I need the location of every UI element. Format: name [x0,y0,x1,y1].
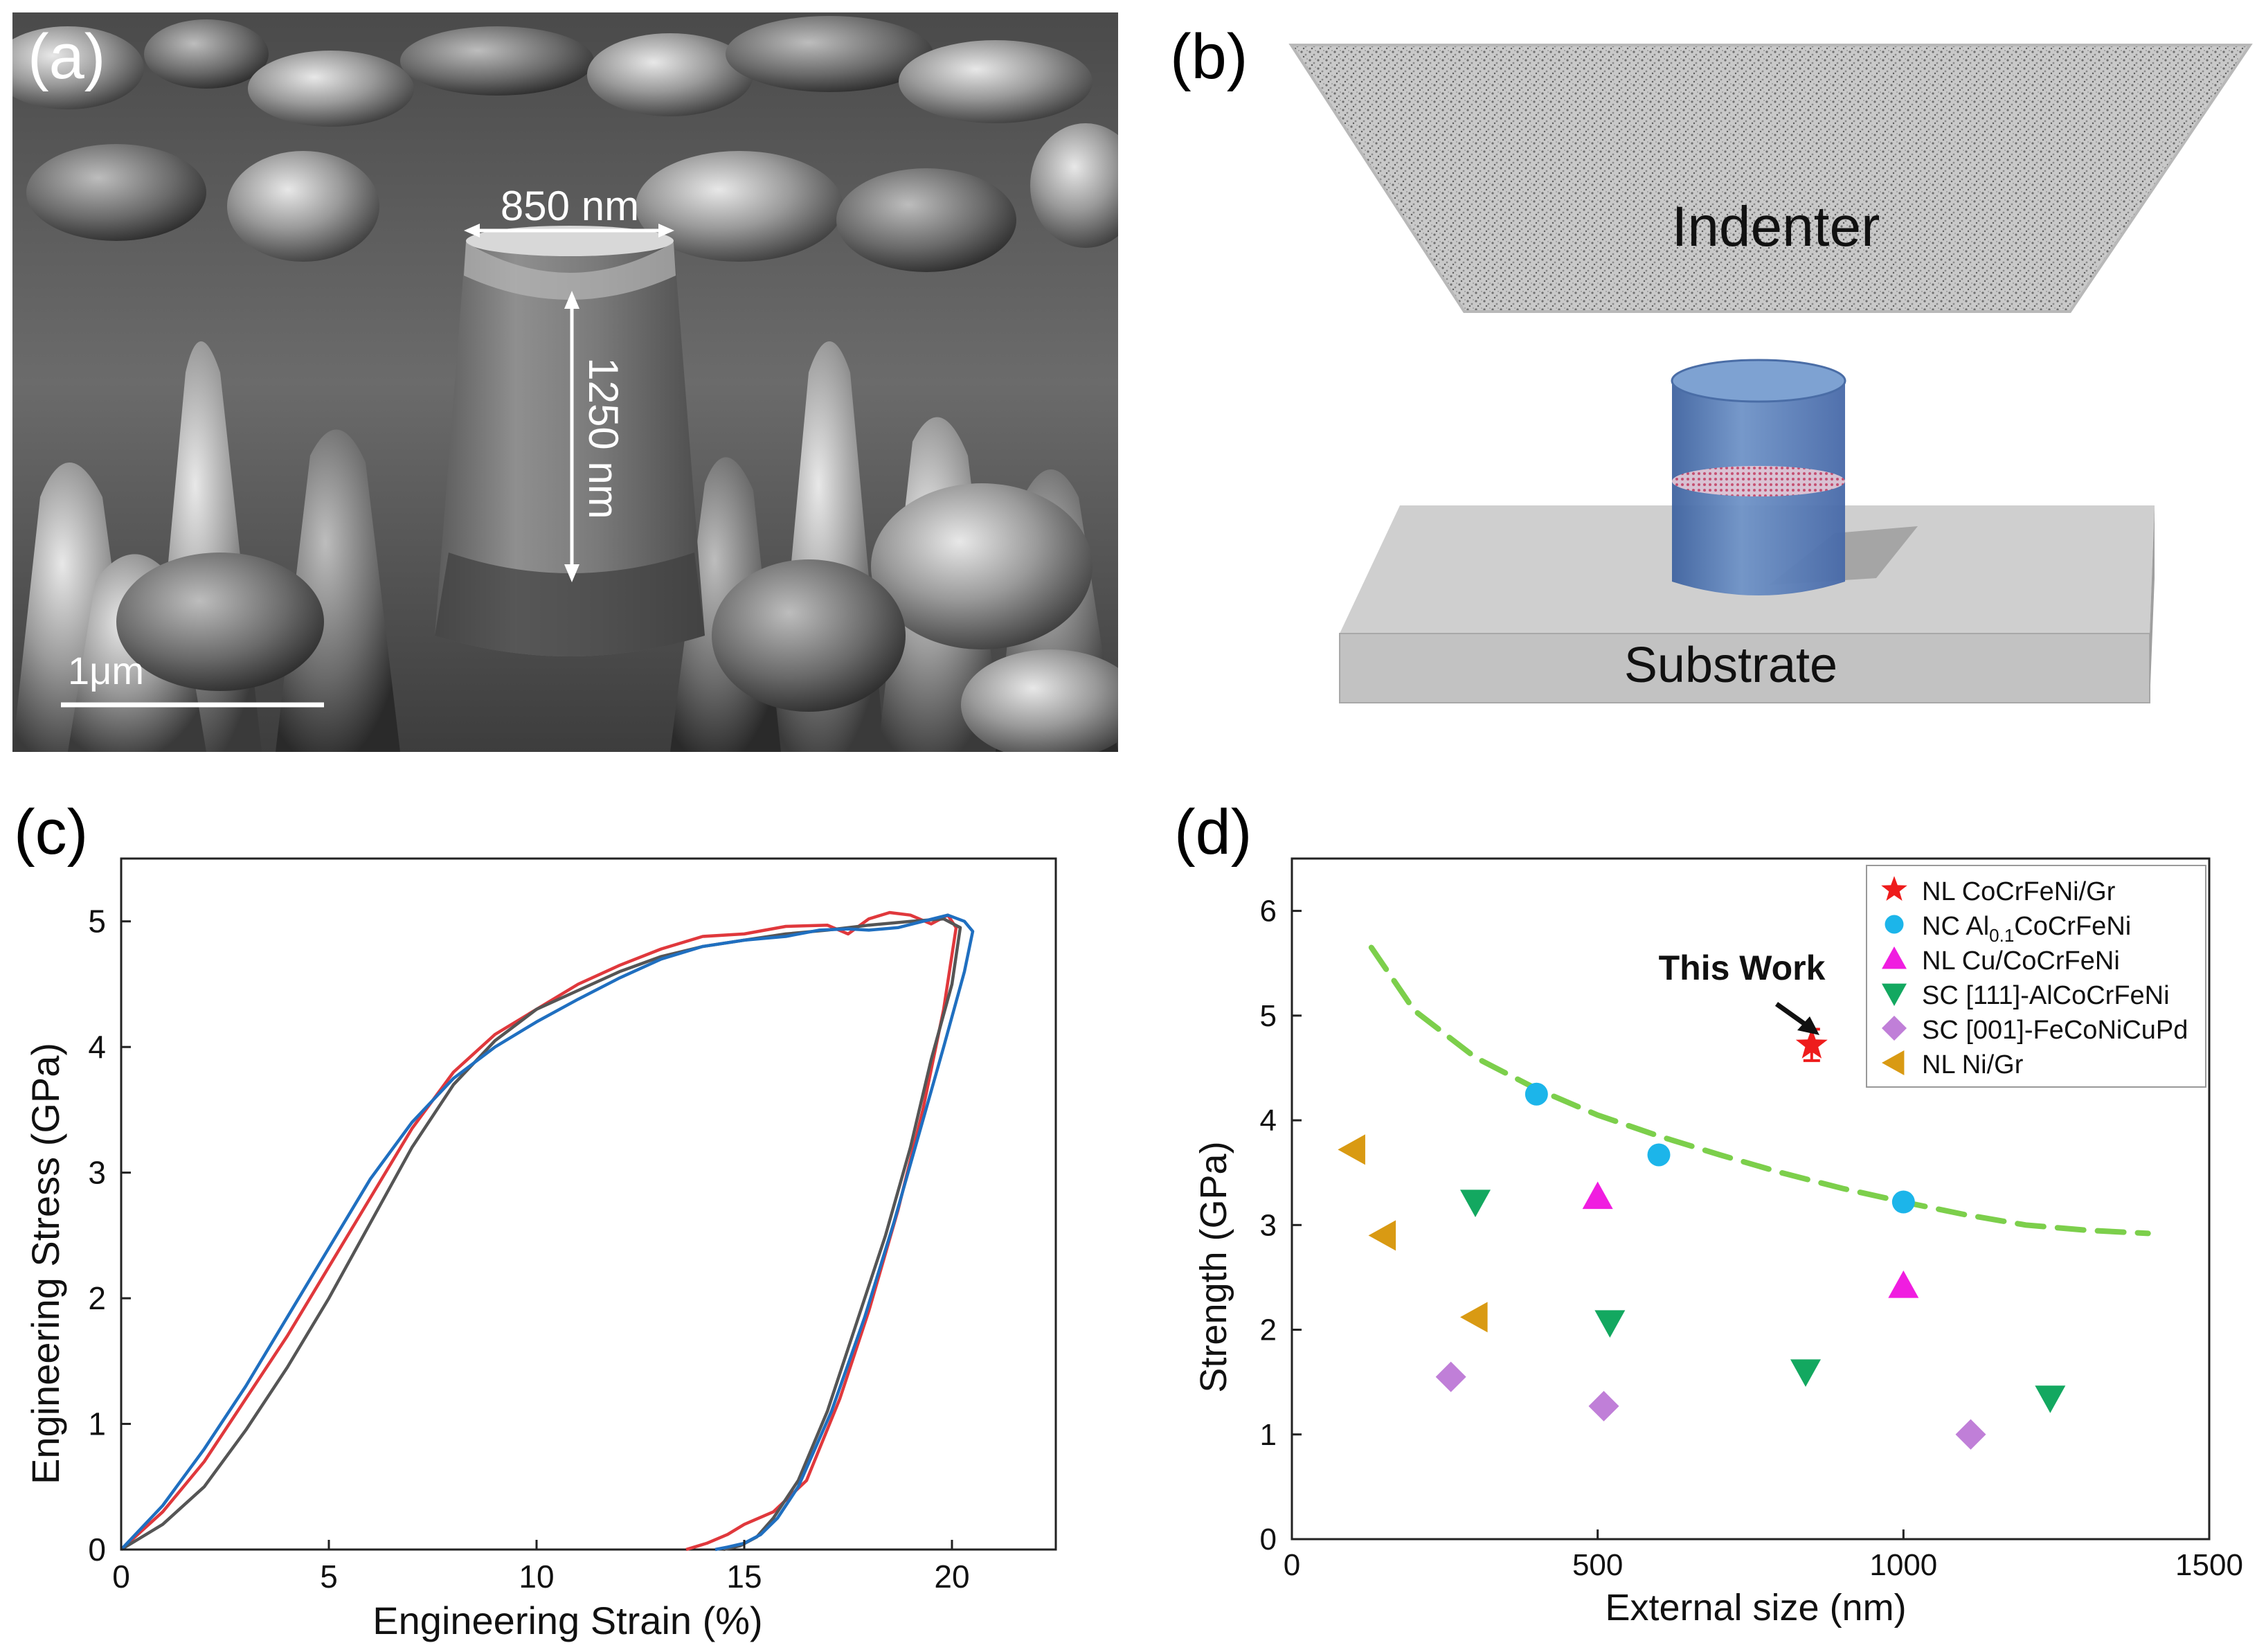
chart-d-legend-marker [1885,915,1904,934]
chart-d-ytick-label: 2 [1260,1313,1277,1347]
chart-d-point-triangle-up [1888,1271,1919,1298]
graphene-layer [1672,466,1845,496]
chart-d-ytick-label: 6 [1260,895,1277,928]
chart-d-point-circle [1525,1082,1548,1106]
chart-d-ytick-label: 4 [1260,1104,1277,1138]
chart-d-legend-marker [1881,876,1907,901]
chart-c-xtick-label: 0 [112,1559,130,1595]
chart-d-xtick-label: 1000 [1869,1548,1937,1582]
chart-d-point-star [1795,1028,1828,1059]
panel-d-label: (d) [1174,797,1252,868]
chart-d-point-triangle-left [1460,1302,1488,1333]
chart-d-frame [1291,857,2211,1541]
chart-c-ytick-label: 0 [88,1532,106,1568]
chart-d-ytick-label: 1 [1260,1418,1277,1452]
chart-d-xtick-label: 500 [1572,1548,1623,1582]
chart-c-xtick-label: 15 [726,1559,762,1595]
chart-c-ytick-label: 3 [88,1155,106,1191]
chart-d-point-diamond [1588,1390,1619,1421]
chart-c-ytick-label: 1 [88,1406,106,1442]
chart-d-point-triangle-up [1582,1181,1613,1210]
this-work-arrowhead [1797,1016,1819,1035]
chart-d-legend-marker [1882,983,1907,1006]
chart-c-xtick-label: 20 [934,1559,969,1595]
chart-c-ylabel: Engineering Stress (GPa) [24,1043,67,1484]
chart-c-xtick-label: 10 [519,1559,554,1595]
chart-d-ytick-label: 0 [1260,1523,1277,1556]
chart-d-legend-label: NL CoCrFeNi/Gr [1922,877,2116,906]
chart-c-frame [120,857,1057,1551]
chart-d-legend-label: NL Ni/Gr [1922,1050,2024,1079]
chart-d-legend-marker [1882,1016,1907,1041]
panel-b-label: (b) [1170,21,1248,92]
chart-d-trend-line [1368,944,2151,1237]
indenter-shape [1288,44,2253,313]
this-work-annotation: This Work [1659,949,1826,987]
chart-c-series-line-3 [120,913,975,1552]
chart-d-point-triangle-down [1790,1359,1821,1388]
chart-d-legend-label: NL Cu/CoCrFeNi [1922,946,2120,976]
chart-d-point-circle [1891,1190,1915,1214]
chart-d-ytick-label: 3 [1260,1208,1277,1242]
chart-d-ylabel: Strength (GPa) [1193,1141,1234,1392]
width-label: 850 nm [501,183,639,229]
chart-c-ytick-label: 5 [88,904,106,940]
chart-d-point-triangle-left [1338,1134,1365,1165]
stress-strain-chart: 0 5 10 15 20 0 1 2 3 4 5 Engineering Strain (%) En… [24,857,1057,1642]
chart-d-ytick-label: 5 [1260,999,1277,1033]
chart-d-legend-label: SC [111]-AlCoCrFeNi [1922,981,2170,1010]
sem-texture [12,16,1118,752]
panel-a-label: (a) [28,21,106,92]
chart-d-point-diamond [1435,1361,1466,1392]
indentation-schematic: Indenter Substrate [1288,44,2253,703]
chart-d-point-triangle-down [1460,1189,1491,1218]
this-work-arrow [1774,1002,1810,1028]
chart-d-point-triangle-down [2035,1385,2066,1413]
chart-c-ytick-label: 4 [88,1029,106,1065]
chart-d-xtick-label: 0 [1284,1548,1300,1582]
substrate-label: Substrate [1624,638,1837,693]
strength-size-chart: 0 500 1000 1500 0 1 2 3 4 5 6 NL CoCrFeNi/Gr NC Al0… [1193,857,2243,1628]
chart-d-point-circle [1647,1143,1671,1167]
indenter-label: Indenter [1672,195,1880,258]
chart-d-point-diamond [1955,1419,1986,1450]
chart-c-ytick-label: 2 [88,1280,106,1316]
chart-d-xlabel: External size (nm) [1605,1587,1906,1628]
micropillar [435,226,705,656]
sem-micrograph: 850 nm 1250 nm 1μm [12,12,1118,752]
pillar-cylinder [1671,359,1846,595]
chart-c-series-line-2 [120,917,962,1552]
panel-c-label: (c) [14,797,89,868]
chart-d-legend-label: NC Al0.1CoCrFeNi [1922,912,2131,946]
chart-d-legend-marker [1882,1050,1905,1075]
chart-d-point-triangle-down [1594,1310,1626,1338]
height-label: 1250 nm [580,357,627,519]
chart-d-legend [1866,865,2206,1088]
chart-d-legend-marker [1882,946,1907,969]
chart-d-legend-label: SC [001]-FeCoNiCuPd [1922,1016,2188,1045]
chart-d-xtick-label: 1500 [2175,1548,2243,1582]
chart-c-xtick-label: 5 [320,1559,338,1595]
scale-bar-label: 1μm [68,649,144,692]
chart-d-point-triangle-left [1368,1220,1396,1251]
chart-c-xlabel: Engineering Strain (%) [372,1599,762,1642]
